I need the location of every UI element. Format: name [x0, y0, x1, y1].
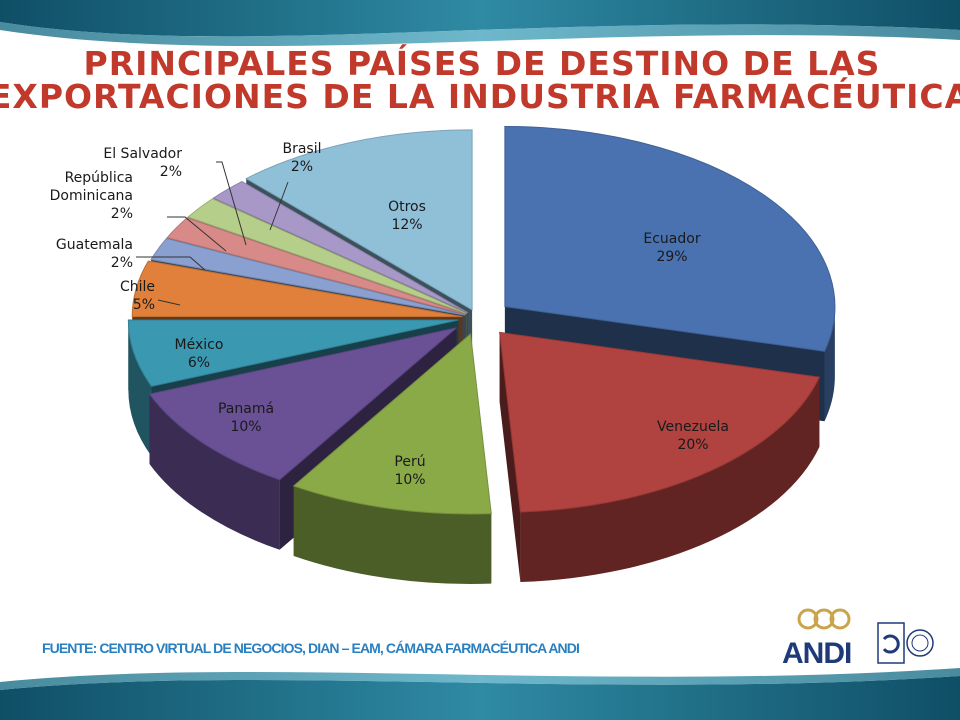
bottom-banner	[0, 668, 960, 720]
top-banner	[0, 0, 960, 47]
label-republica-dominicana-leader-line	[167, 216, 227, 252]
label-chile-name: Chile	[120, 279, 155, 295]
label-el-salvador-value: 2%	[160, 164, 182, 180]
label-peru-value: 10%	[394, 472, 425, 488]
label-ecuador-name: Ecuador	[643, 231, 700, 247]
andi-rings-icon	[797, 608, 851, 630]
iqnet-badge-icon	[906, 629, 934, 657]
source-note: FUENTE: CENTRO VIRTUAL DE NEGOCIOS, DIAN…	[42, 640, 580, 656]
label-republica-dominicana-value: 2%	[111, 206, 133, 222]
label-ecuador-value: 29%	[656, 249, 687, 265]
certification-badge-icon	[877, 622, 905, 664]
title-line-1: PRINCIPALES PAÍSES DE DESTINO DE LAS	[84, 43, 881, 83]
label-brasil-name: Brasil	[282, 141, 321, 157]
pie-slice-peru	[292, 332, 492, 584]
label-brasil-value: 2%	[291, 159, 313, 175]
label-republica-dominicana-name-1: República	[65, 170, 133, 186]
pie-slice-venezuela	[499, 331, 821, 583]
label-otros-name: Otros	[388, 199, 426, 215]
title-line-2: EXPORTACIONES DE LA INDUSTRIA FARMACÉUTI…	[0, 76, 960, 116]
label-otros-value: 12%	[391, 217, 422, 233]
label-guatemala-name: Guatemala	[56, 237, 133, 253]
pie-labels: Ecuador 29% Venezuela 20% Perú 10% Panamá 10% Mé…	[50, 141, 729, 488]
label-mexico-name: México	[175, 337, 224, 353]
label-panama-name: Panamá	[218, 401, 274, 417]
label-venezuela-value: 20%	[677, 437, 708, 453]
label-el-salvador-leader-line	[216, 161, 247, 246]
pie-chart	[127, 126, 836, 584]
label-chile-value: 5%	[133, 297, 155, 313]
label-panama-value: 10%	[230, 419, 261, 435]
label-el-salvador-name: El Salvador	[103, 146, 182, 162]
label-venezuela-name: Venezuela	[657, 419, 729, 435]
label-mexico-value: 6%	[188, 355, 210, 371]
label-republica-dominicana-name-2: Dominicana	[50, 188, 133, 204]
label-peru-name: Perú	[394, 454, 425, 470]
label-chile-leader-line	[157, 299, 181, 306]
label-guatemala-leader-line	[136, 256, 206, 271]
andi-logo: ANDI	[782, 608, 934, 667]
label-guatemala-value: 2%	[111, 255, 133, 271]
label-brasil-leader-line	[269, 181, 289, 231]
andi-wordmark: ANDI	[782, 637, 851, 667]
